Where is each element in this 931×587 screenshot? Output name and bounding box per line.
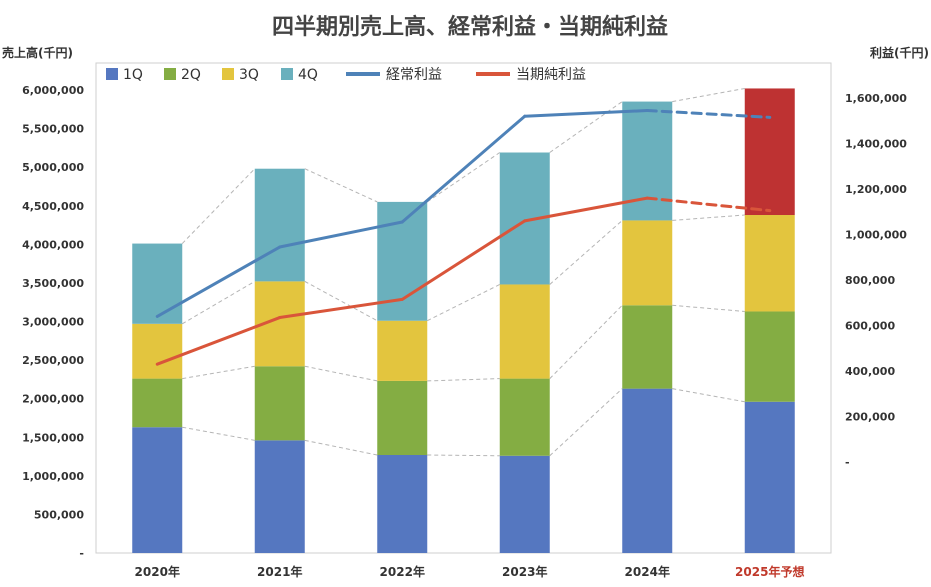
connector-line	[427, 378, 500, 382]
left-tick-label: 4,500,000	[22, 200, 84, 213]
right-tick-label: 200,000	[845, 411, 895, 424]
connector-line	[672, 214, 745, 221]
connector-line	[672, 388, 745, 403]
bar-1q-1	[254, 440, 305, 553]
bar-4q-5	[744, 88, 795, 216]
connector-line	[426, 152, 501, 203]
left-tick-label: 5,500,000	[22, 123, 84, 136]
bar-3q-2	[377, 320, 428, 381]
legend-swatch-3q	[222, 68, 234, 80]
left-tick-label: 5,000,000	[22, 161, 84, 174]
legend-label: 経常利益	[386, 67, 442, 83]
right-tick-label: 1,400,000	[845, 138, 907, 151]
right-tick-label: 1,000,000	[845, 229, 907, 242]
x-tick-label: 2025年予想	[735, 564, 804, 579]
connector-line	[304, 365, 378, 382]
connector-line	[181, 168, 256, 244]
line-series-group	[155, 109, 772, 366]
x-axis-ticks: 2020年 2021年 2022年 2023年 2024年 2025年予想	[135, 564, 805, 579]
left-tick-label: 3,500,000	[22, 277, 84, 290]
line-1-segment-0	[155, 316, 282, 366]
legend-label: 当期純利益	[516, 67, 586, 83]
left-axis-title: 売上高(千円)	[2, 45, 73, 60]
bar-connector-lines	[181, 87, 745, 457]
bar-2q-4	[622, 305, 673, 389]
connector-line	[549, 388, 623, 457]
x-tick-label: 2023年	[502, 564, 547, 579]
connector-line	[181, 280, 256, 325]
bar-3q-5	[744, 215, 795, 312]
bar-4q-1	[254, 168, 305, 282]
left-axis-ticks: - 500,000 1,000,000 1,500,000 2,000,000 2,500…	[22, 84, 84, 560]
legend: 1Q 2Q 3Q 4Q 経常利益 当期純利益	[106, 67, 586, 83]
left-tick-label: 6,000,000	[22, 84, 84, 97]
connector-line	[672, 87, 745, 103]
connector-line	[304, 168, 378, 203]
right-tick-label: -	[845, 456, 850, 469]
left-tick-label: 4,000,000	[22, 238, 84, 251]
connector-line	[549, 101, 623, 153]
legend-label: 1Q	[123, 67, 143, 83]
right-tick-label: 800,000	[845, 274, 895, 287]
x-tick-label: 2021年	[257, 564, 302, 579]
connector-line	[672, 304, 745, 312]
right-tick-label: 1,200,000	[845, 183, 907, 196]
line-1-segment-1	[278, 297, 404, 320]
x-tick-label: 2024年	[625, 564, 670, 579]
legend-swatch-4q	[281, 68, 293, 80]
line-0-segment-3	[523, 109, 649, 118]
left-tick-label: 2,500,000	[22, 354, 84, 367]
left-tick-label: 500,000	[34, 508, 84, 521]
right-tick-label: 600,000	[845, 320, 895, 333]
connector-line	[549, 304, 623, 379]
bar-1q-4	[622, 388, 673, 553]
bar-4q-0	[132, 243, 183, 324]
bar-2q-5	[744, 311, 795, 402]
right-axis-title: 利益(千円)	[870, 45, 929, 60]
x-tick-label: 2022年	[380, 564, 425, 579]
bar-1q-2	[377, 454, 428, 553]
bar-1q-0	[132, 427, 183, 553]
plot-area	[95, 62, 832, 554]
right-axis-ticks: - 200,000 400,000 600,000 800,000 1,000,000 1,…	[845, 92, 907, 469]
connector-line	[427, 454, 500, 457]
legend-label: 3Q	[239, 67, 259, 83]
bar-3q-3	[499, 284, 550, 379]
bar-2q-3	[499, 378, 550, 456]
legend-swatch-1q	[106, 68, 118, 80]
left-tick-label: 1,000,000	[22, 470, 84, 483]
chart-title: 四半期別売上高、経常利益・当期純利益	[272, 14, 668, 40]
connector-line	[304, 439, 378, 456]
left-tick-label: -	[79, 547, 84, 560]
line-0-segment-1	[278, 220, 404, 249]
left-tick-label: 3,000,000	[22, 316, 84, 329]
right-tick-label: 1,600,000	[845, 92, 907, 105]
bar-3q-4	[622, 220, 673, 306]
line-0-segment-0	[155, 245, 282, 318]
legend-label: 4Q	[298, 67, 318, 83]
connector-line	[182, 426, 255, 441]
bar-1q-3	[499, 455, 550, 553]
right-tick-label: 400,000	[845, 365, 895, 378]
legend-label: 2Q	[181, 67, 201, 83]
x-tick-label: 2020年	[135, 564, 180, 579]
bar-series-group	[132, 88, 795, 553]
line-1-segment-4	[645, 196, 772, 213]
legend-swatch-2q	[164, 68, 176, 80]
bar-2q-2	[377, 380, 428, 455]
line-1-segment-3	[523, 196, 649, 223]
line-1-segment-2	[400, 219, 527, 301]
line-0-segment-2	[400, 114, 527, 224]
bar-2q-0	[132, 378, 183, 428]
bar-2q-1	[254, 366, 305, 441]
connector-line	[549, 220, 623, 285]
left-tick-label: 2,000,000	[22, 393, 84, 406]
left-tick-label: 1,500,000	[22, 431, 84, 444]
line-0-segment-4	[645, 109, 772, 119]
bar-1q-5	[744, 401, 795, 553]
bar-3q-0	[132, 323, 183, 379]
connector-line	[182, 365, 255, 380]
